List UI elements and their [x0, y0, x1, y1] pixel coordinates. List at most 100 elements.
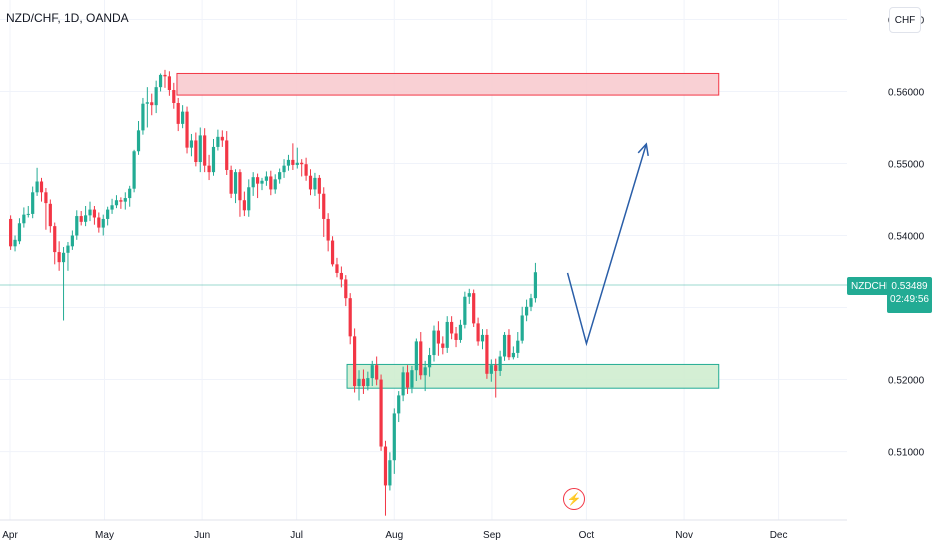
candle-body: [101, 218, 105, 228]
candle: [260, 177, 264, 191]
candles: [9, 69, 538, 516]
candle: [150, 93, 154, 116]
candle: [278, 168, 282, 184]
candle-body: [35, 181, 39, 193]
candle: [494, 358, 498, 398]
chart-title: NZD/CHF, 1D, OANDA: [6, 11, 129, 25]
candle: [211, 139, 216, 176]
candle: [57, 241, 61, 271]
candle-body: [361, 378, 366, 387]
candle: [9, 215, 13, 250]
candle-body: [242, 200, 246, 211]
x-tick-label: Sep: [483, 530, 501, 541]
candle-body: [485, 334, 489, 374]
candle-body: [189, 140, 194, 148]
candle-body: [300, 162, 304, 165]
candle-body: [366, 378, 370, 387]
candle: [366, 371, 370, 391]
x-tick-label: Dec: [770, 530, 788, 541]
candle: [269, 170, 273, 196]
candle-body: [172, 90, 176, 103]
candle-body: [295, 162, 299, 165]
candle-body: [181, 111, 185, 124]
candle-body: [61, 252, 66, 263]
y-tick-label: 0.56000: [888, 87, 925, 98]
candle-body: [463, 296, 467, 325]
candle-body: [397, 395, 401, 414]
candle-body: [225, 140, 229, 170]
candle-body: [154, 87, 158, 106]
time-axis[interactable]: Apr May Jun Jul Aug Sep Oct Nov Dec: [0, 519, 847, 541]
candle-body: [233, 172, 238, 194]
support-zone: [346, 363, 720, 389]
candle: [110, 198, 114, 214]
last-price-tag: 0.53489 02:49:56: [887, 277, 932, 313]
candle-body: [273, 179, 277, 190]
candle-body: [410, 370, 414, 388]
candle-body: [194, 140, 198, 163]
candle: [273, 174, 277, 194]
candle-body: [383, 446, 388, 486]
candle-body: [427, 355, 432, 368]
candle-body: [9, 218, 13, 247]
candle: [410, 365, 414, 394]
candle-body: [379, 379, 383, 447]
candle: [172, 82, 176, 109]
candle-body: [26, 213, 30, 215]
x-tick-label: Jul: [290, 530, 303, 541]
candle: [75, 210, 79, 240]
candle-body: [251, 177, 255, 188]
candle: [286, 154, 291, 171]
candle-body: [269, 176, 273, 190]
candle-body: [119, 200, 123, 202]
candle-body: [525, 306, 529, 316]
candle: [106, 206, 110, 226]
candle: [145, 87, 149, 128]
candle: [516, 332, 520, 358]
candle: [454, 326, 458, 348]
candle: [322, 187, 326, 237]
candle-body: [458, 324, 463, 340]
candle-body: [114, 200, 119, 206]
candle-body: [13, 239, 17, 247]
candle-body: [70, 235, 74, 247]
candle: [313, 172, 317, 196]
candle: [511, 346, 515, 360]
candle: [92, 205, 97, 225]
candle: [79, 211, 83, 226]
candle: [233, 169, 238, 204]
candle: [489, 359, 493, 382]
candle: [185, 106, 189, 154]
candle-body: [445, 321, 449, 348]
zones: [176, 72, 720, 389]
candle: [498, 350, 502, 376]
y-tick-label: 0.54000: [888, 232, 925, 243]
candle-body: [22, 214, 26, 224]
candle: [441, 336, 445, 355]
candle: [445, 316, 449, 353]
candle: [238, 169, 242, 217]
candle-body: [450, 321, 454, 334]
lightning-icon[interactable]: ⚡: [563, 488, 585, 510]
candle: [101, 214, 105, 236]
candle-body: [291, 159, 295, 165]
candle-body: [176, 102, 180, 124]
candle: [132, 149, 136, 193]
candle-body: [282, 165, 286, 173]
candle: [335, 257, 339, 278]
candle-body: [476, 323, 480, 342]
projection-arrowhead: [637, 142, 649, 157]
candle-body: [123, 198, 127, 202]
candle-body: [39, 181, 44, 193]
currency-button[interactable]: CHF: [889, 7, 921, 33]
price-axis[interactable]: 0.570000.560000.550000.540000.530000.520…: [888, 15, 925, 458]
candle: [370, 360, 374, 387]
candle: [458, 319, 463, 343]
candle: [432, 325, 436, 362]
candle: [295, 147, 299, 169]
candle-body: [511, 352, 515, 358]
resistance-zone: [176, 72, 720, 96]
candle-body: [57, 252, 61, 263]
candle-body: [198, 135, 202, 163]
